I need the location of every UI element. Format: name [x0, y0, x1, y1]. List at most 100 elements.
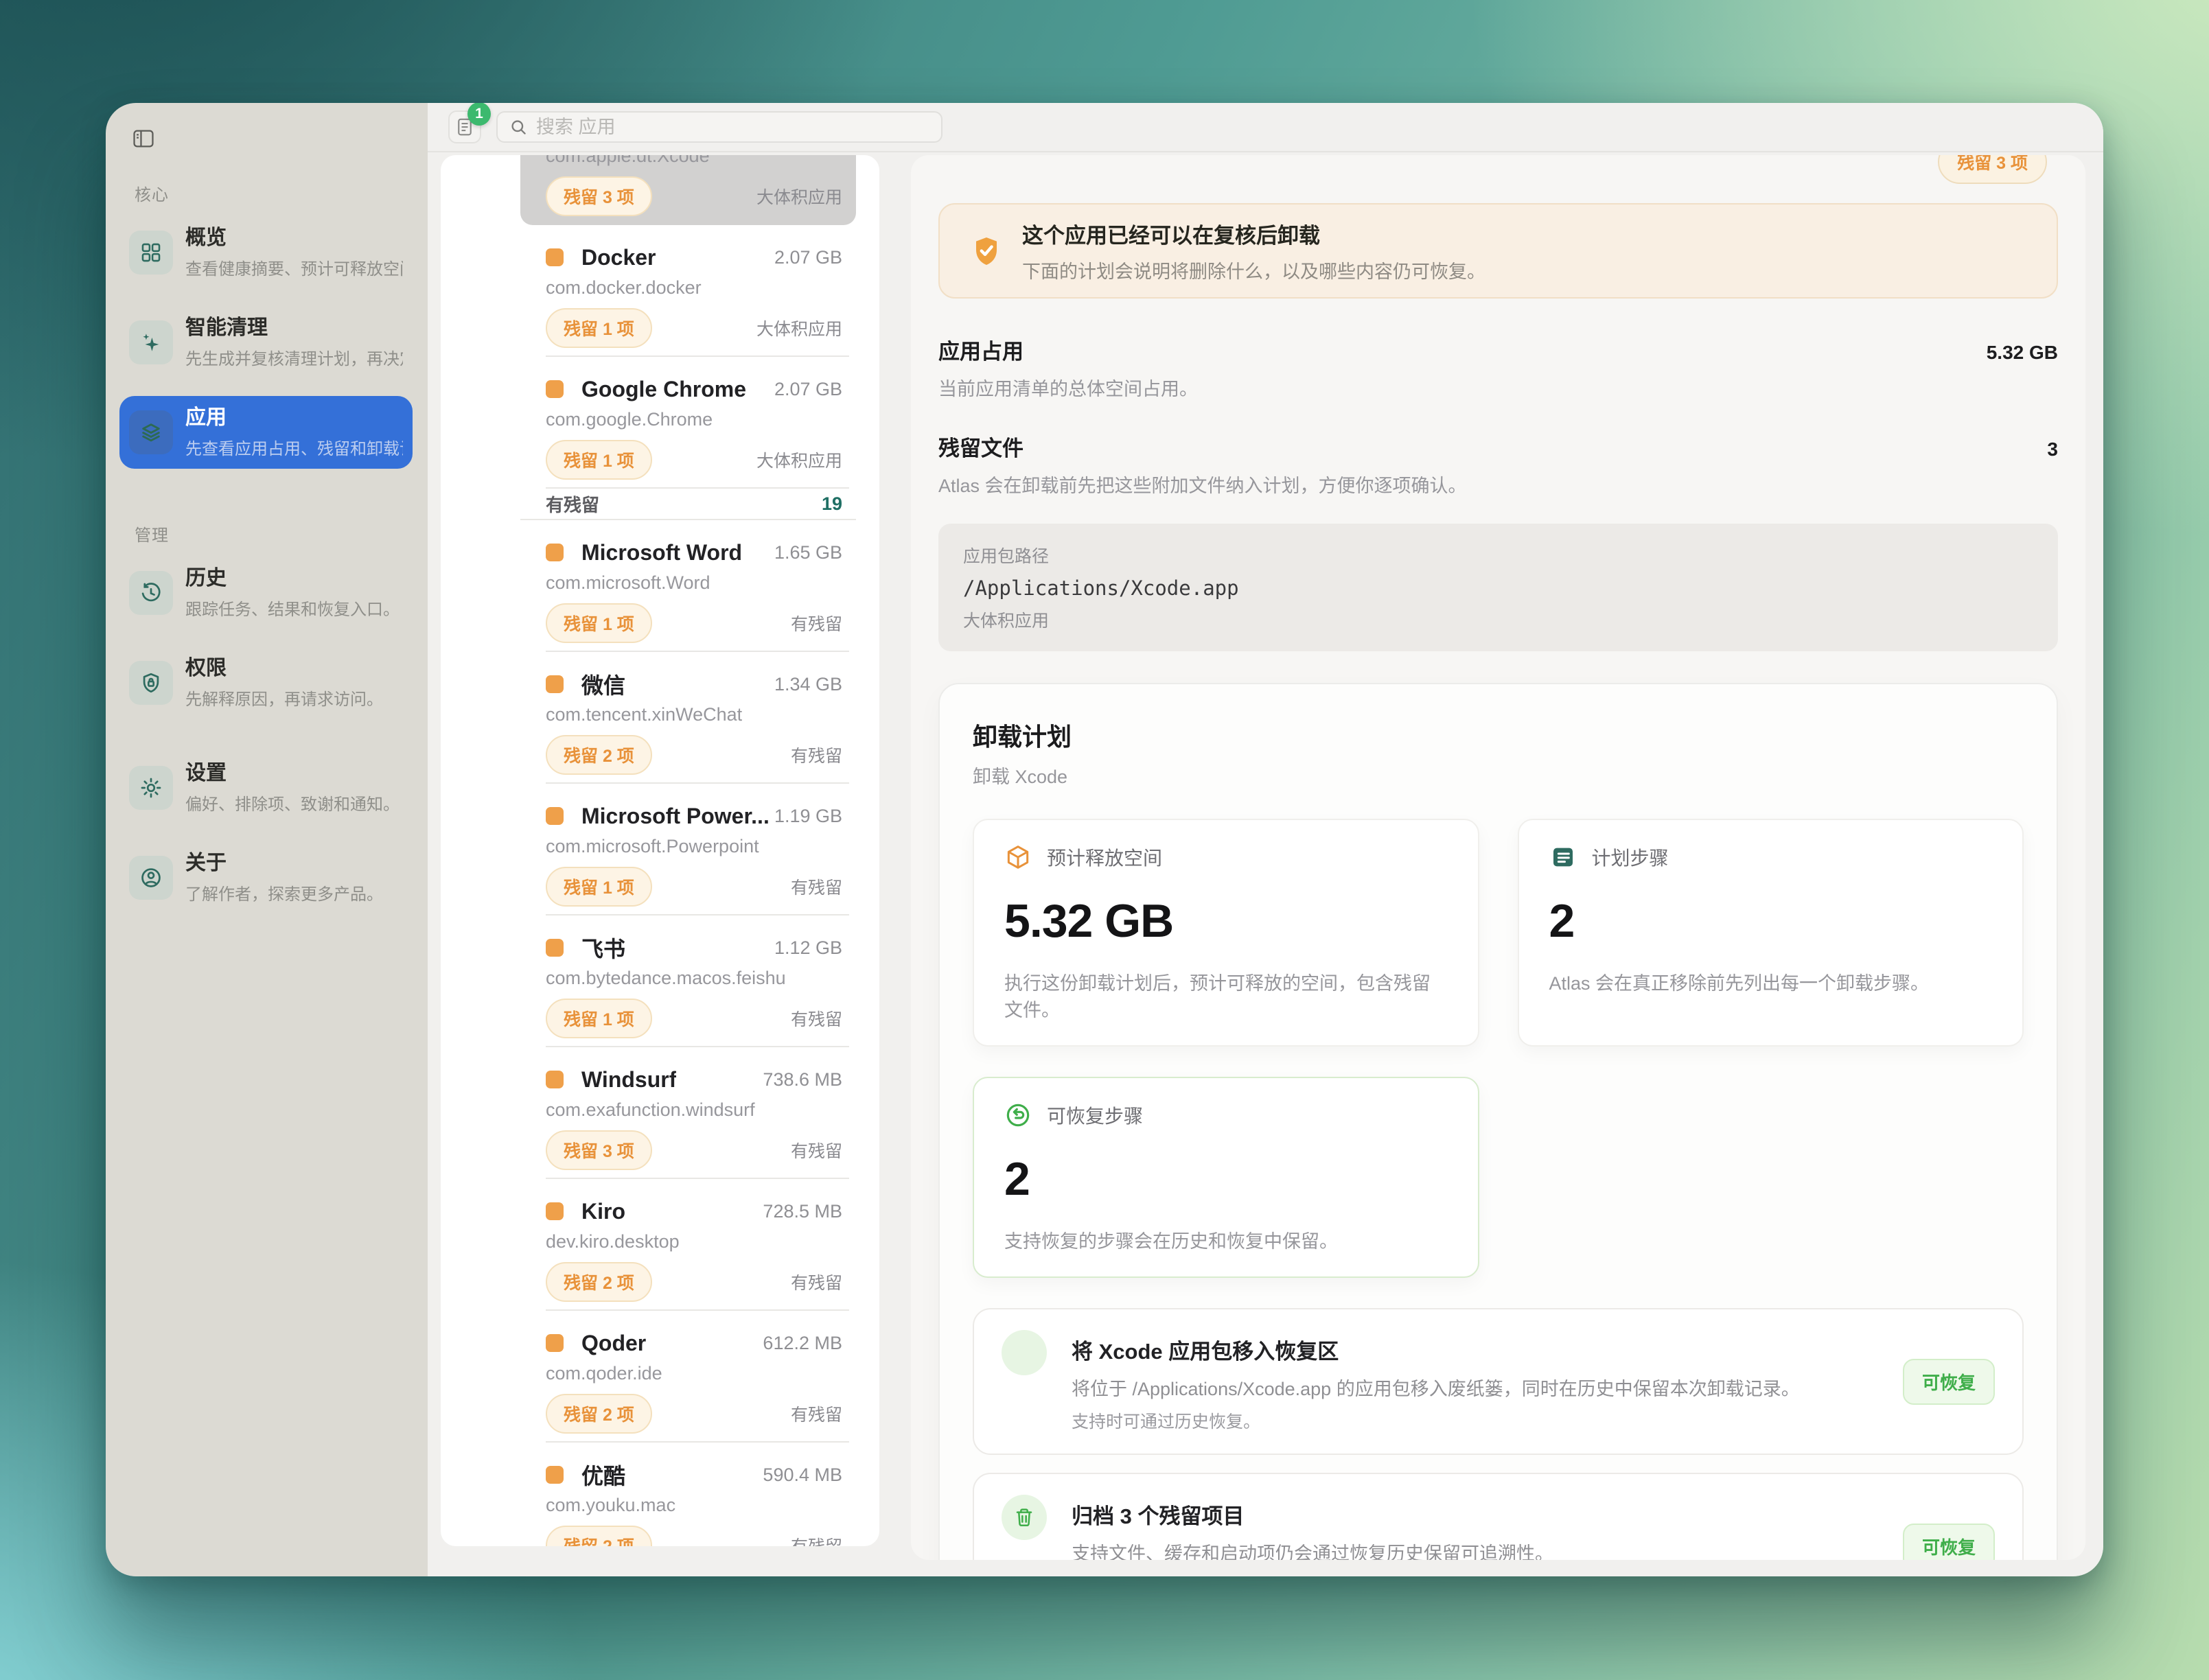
app-row-word[interactable]: Microsoft Word 1.65 GB com.microsoft.Wor… — [520, 520, 856, 652]
stat-value: 2 — [1549, 895, 1575, 947]
search-input[interactable] — [536, 116, 930, 138]
plan-stats: 预计释放空间 5.32 GB 执行这份卸载计划后，预计可释放的空间，包含残留文件… — [973, 819, 2024, 1278]
notification-badge: 1 — [467, 103, 491, 126]
residue-count-badge: 残留 1 项 — [546, 867, 652, 907]
status-bullet-icon — [546, 1202, 564, 1220]
gear-icon — [129, 766, 173, 810]
sidebar-item-subtitle: 先解释原因，再请求访问。 — [185, 690, 383, 709]
grid-icon — [129, 231, 173, 275]
residue-count-badge-clipped: 残留 3 项 — [1938, 155, 2047, 184]
step-row-archive-residue: 归档 3 个残留项目 支持文件、缓存和启动项仍会通过恢复历史保留可追溯性。 支持… — [973, 1473, 2024, 1560]
sidebar-item-overview[interactable]: 概览 查看健康摘要、预计可释放空间… — [119, 216, 413, 289]
app-list-panel[interactable]: com.apple.dt.Xcode 残留 3 项 大体积应用 Docker 2… — [441, 155, 879, 1546]
stat-value: 5.32 GB — [1004, 895, 1174, 947]
sidebar-section-manage: 管理 — [135, 526, 169, 545]
residue-value: 3 — [2047, 439, 2058, 460]
app-size: 590.4 MB — [763, 1464, 842, 1485]
toolbar: 1 — [428, 103, 2103, 152]
bundle-id: com.exafunction.windsurf — [546, 1099, 755, 1120]
path-note: 大体积应用 — [963, 611, 1050, 631]
path-label: 应用包路径 — [963, 547, 1050, 566]
bundle-id: com.tencent.xinWeChat — [546, 704, 743, 725]
package-icon — [1004, 843, 1032, 871]
history-icon — [129, 571, 173, 615]
app-name: Windsurf — [581, 1066, 677, 1092]
app-name: Microsoft Power... — [581, 803, 770, 828]
app-path-box: 应用包路径 /Applications/Xcode.app 大体积应用 — [938, 524, 2058, 651]
usage-row: 应用占用 5.32 GB — [938, 334, 2058, 365]
search-field[interactable] — [496, 111, 942, 143]
status-bullet-icon — [546, 1466, 564, 1484]
app-name: 优酷 — [581, 1464, 626, 1489]
app-name: Docker — [581, 244, 656, 270]
app-tag: 有残留 — [791, 1533, 842, 1546]
app-row-powerpoint[interactable]: Microsoft Power... 1.19 GB com.microsoft… — [520, 784, 856, 915]
shield-lock-icon — [129, 661, 173, 705]
sidebar-item-subtitle: 偏好、排除项、致谢和通知。 — [185, 795, 400, 814]
sidebar-item-subtitle: 了解作者，探索更多产品。 — [185, 885, 383, 904]
bundle-id: dev.kiro.desktop — [546, 1231, 680, 1252]
sidebar-toggle-icon[interactable] — [118, 117, 169, 161]
app-row-docker[interactable]: Docker 2.07 GB com.docker.docker 残留 1 项 … — [520, 225, 856, 357]
restorable-badge: 可恢复 — [1902, 1358, 1995, 1405]
app-row-kiro[interactable]: Kiro 728.5 MB dev.kiro.desktop 残留 2 项 有残… — [520, 1179, 856, 1311]
residue-count-badge: 残留 2 项 — [546, 735, 652, 775]
sidebar-item-label: 应用 — [185, 406, 227, 429]
app-row-xcode-selected[interactable]: com.apple.dt.Xcode 残留 3 项 大体积应用 — [520, 155, 856, 225]
sidebar-item-label: 设置 — [185, 762, 227, 784]
app-row-chrome[interactable]: Google Chrome 2.07 GB com.google.Chrome … — [520, 357, 856, 489]
app-tag: 有残留 — [790, 1010, 842, 1029]
list-section-header: 有残留 19 — [520, 489, 856, 520]
residue-caption: Atlas 会在卸载前先把这些附加文件纳入计划，方便你逐项确认。 — [938, 476, 1467, 496]
stat-label: 可恢复步骤 — [1047, 1106, 1144, 1127]
app-tag: 有残留 — [790, 1405, 842, 1425]
app-size: 1.65 GB — [774, 541, 842, 563]
residue-count-badge: 残留 2 项 — [546, 1262, 652, 1302]
app-name: Microsoft Word — [581, 539, 743, 565]
sidebar-item-subtitle: 先生成并复核清理计划，再决定… — [185, 350, 403, 369]
step-note: 支持时可通过历史恢复。 — [1072, 1412, 1261, 1432]
sidebar-item-about[interactable]: 关于 了解作者，探索更多产品。 — [119, 841, 413, 914]
app-tag: 大体积应用 — [756, 188, 842, 207]
banner-subtitle: 下面的计划会说明将删除什么，以及哪些内容仍可恢复。 — [1022, 261, 1485, 282]
sidebar-item-label: 历史 — [185, 567, 227, 590]
app-row-youku[interactable]: 优酷 590.4 MB com.youku.mac 残留 2 项 有残留 — [520, 1443, 856, 1546]
app-name: Qoder — [581, 1330, 647, 1355]
step-title: 归档 3 个残留项目 — [1072, 1504, 1245, 1528]
app-size: 2.07 GB — [774, 378, 842, 399]
plan-queue-button[interactable]: 1 — [448, 103, 491, 143]
stat-caption: Atlas 会在真正移除前先列出每一个卸载步骤。 — [1549, 973, 1930, 994]
sidebar-item-history[interactable]: 历史 跟踪任务、结果和恢复入口。 — [119, 557, 413, 629]
sidebar-item-settings[interactable]: 设置 偏好、排除项、致谢和通知。 — [119, 751, 413, 824]
detail-panel[interactable]: 残留 3 项 这个应用已经可以在复核后卸载 下面的计划会说明将删除什么，以及哪些… — [911, 155, 2085, 1560]
sidebar-item-smart-clean[interactable]: 智能清理 先生成并复核清理计划，再决定… — [119, 306, 413, 379]
usage-caption: 当前应用清单的总体空间占用。 — [938, 379, 1198, 399]
restorable-badge: 可恢复 — [1902, 1523, 1995, 1560]
app-window: 核心 概览 查看健康摘要、预计可释放空间… — [106, 103, 2103, 1576]
bundle-id: com.docker.docker — [546, 277, 702, 298]
bundle-id: com.microsoft.Word — [546, 572, 710, 593]
stat-label: 预计释放空间 — [1047, 848, 1163, 869]
stat-caption: 支持恢复的步骤会在历史和恢复中保留。 — [1004, 1231, 1338, 1252]
sidebar-item-label: 概览 — [185, 226, 227, 249]
status-bullet-icon — [546, 939, 564, 957]
app-row-feishu[interactable]: 飞书 1.12 GB com.bytedance.macos.feishu 残留… — [520, 915, 856, 1047]
sidebar-item-permissions[interactable]: 权限 先解释原因，再请求访问。 — [119, 646, 413, 719]
section-count: 19 — [821, 493, 842, 514]
residue-count-badge: 残留 1 项 — [546, 308, 652, 348]
app-row-wechat[interactable]: 微信 1.34 GB com.tencent.xinWeChat 残留 2 项 … — [520, 652, 856, 784]
app-row-qoder[interactable]: Qoder 612.2 MB com.qoder.ide 残留 2 项 有残留 — [520, 1311, 856, 1443]
stat-card-restorable-steps: 可恢复步骤 2 支持恢复的步骤会在历史和恢复中保留。 — [973, 1077, 1479, 1278]
ready-banner: 这个应用已经可以在复核后卸载 下面的计划会说明将删除什么，以及哪些内容仍可恢复。 — [938, 203, 2058, 299]
sidebar-item-apps[interactable]: 应用 先查看应用占用、残留和卸载计… — [119, 396, 413, 469]
residue-row: 残留文件 3 — [938, 431, 2058, 462]
app-name: Google Chrome — [581, 376, 747, 401]
app-name: 飞书 — [581, 937, 626, 961]
app-tag: 有残留 — [790, 1142, 842, 1161]
app-row-windsurf[interactable]: Windsurf 738.6 MB com.exafunction.windsu… — [520, 1047, 856, 1179]
trash-icon — [1002, 1495, 1047, 1540]
status-bullet-icon — [546, 675, 564, 693]
app-size: 728.5 MB — [763, 1200, 842, 1222]
residue-label: 残留文件 — [938, 436, 1023, 460]
residue-count-badge: 残留 1 项 — [546, 999, 652, 1038]
